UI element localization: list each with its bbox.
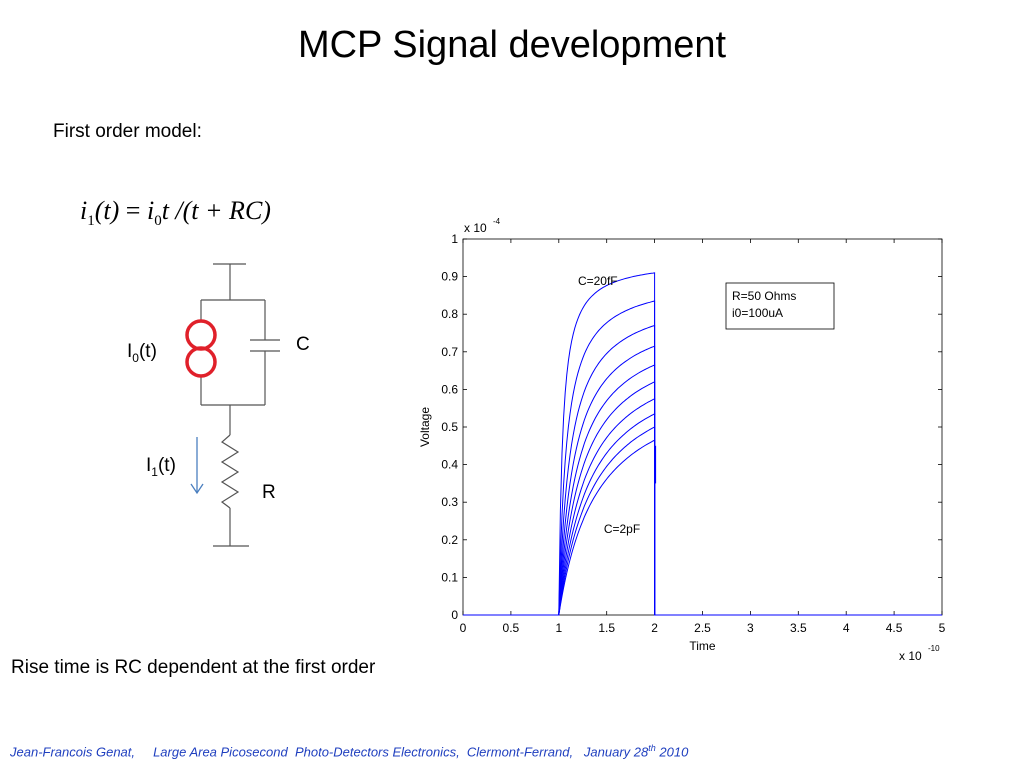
x-tick-label: 0 xyxy=(460,621,467,635)
curve-annotation-2: C=2pF xyxy=(604,522,640,536)
x-exponent-power: -10 xyxy=(928,644,940,653)
x-tick-label: 5 xyxy=(939,621,946,635)
y-tick-label: 0.8 xyxy=(441,307,458,321)
x-exponent-label: x 10 xyxy=(899,649,922,663)
conclusion-text: Rise time is RC dependent at the first o… xyxy=(11,657,376,678)
slide-footer: Jean-Francois Genat, Large Area Picoseco… xyxy=(10,743,688,759)
series-curve-2 xyxy=(463,300,942,616)
capacitor-label: C xyxy=(296,334,310,355)
footer-year: 2010 xyxy=(655,744,689,760)
y-axis-title: Voltage xyxy=(418,407,432,447)
x-tick-label: 2 xyxy=(651,621,658,635)
current-label-main: I xyxy=(146,455,152,476)
series-curve-3 xyxy=(463,324,942,616)
y-tick-label: 0.1 xyxy=(441,570,458,584)
x-tick-label: 4.5 xyxy=(886,621,903,635)
x-axis-title: Time xyxy=(689,639,716,653)
y-exponent-label: x 10 xyxy=(464,221,487,235)
slide-title: MCP Signal development xyxy=(297,24,727,66)
x-tick-label: 4 xyxy=(843,621,850,635)
legend-entry: R=50 Ohms xyxy=(732,289,796,303)
x-tick-label: 1.5 xyxy=(598,621,615,635)
footer-superscript: th xyxy=(648,743,656,753)
x-tick-label: 3.5 xyxy=(790,621,807,635)
resistor-zigzag xyxy=(220,434,240,509)
resistor-label: R xyxy=(262,482,276,503)
y-tick-label: 0.6 xyxy=(441,382,458,396)
formula-rhs-rest: t /(t + RC) xyxy=(161,196,271,225)
legend-box xyxy=(725,282,835,330)
y-tick-label: 0.7 xyxy=(441,345,458,359)
y-tick-label: 0.2 xyxy=(441,533,458,547)
y-tick-label: 0.5 xyxy=(441,420,458,434)
y-exponent-power: -4 xyxy=(493,217,501,226)
x-tick-label: 2.5 xyxy=(694,621,711,635)
series-curve-8 xyxy=(463,412,942,616)
formula-rhs-sub: 0 xyxy=(154,213,162,229)
y-tick-label: 0 xyxy=(451,608,458,622)
series-curve-5 xyxy=(463,364,942,616)
y-tick-label: 0.3 xyxy=(441,495,458,509)
y-tick-label: 0.4 xyxy=(441,458,458,472)
y-tick-label: 1 xyxy=(451,232,458,246)
source-label-sub: 0 xyxy=(132,350,139,365)
formula-lhs-arg: (t) xyxy=(94,196,120,225)
current-label-sub: 1 xyxy=(151,464,158,479)
source-label-main: I xyxy=(127,341,133,362)
series-curve-10 xyxy=(463,439,942,616)
formula-lhs-var: i xyxy=(80,196,88,225)
y-tick-label: 0.9 xyxy=(441,270,458,284)
formula-equals: = xyxy=(119,196,147,225)
current-formula: i1(t) = i0t /(t + RC) xyxy=(80,196,271,230)
current-label: I1(t) xyxy=(146,455,176,479)
series-curve-1 xyxy=(463,272,942,616)
plot-frame xyxy=(462,238,943,616)
series-curve-7 xyxy=(463,397,942,616)
model-subtitle: First order model: xyxy=(53,121,202,142)
legend-entry: i0=100uA xyxy=(732,306,783,320)
current-label-suffix: (t) xyxy=(157,455,176,476)
x-tick-label: 1 xyxy=(555,621,562,635)
source-label-suffix: (t) xyxy=(138,341,157,362)
current-source-lower-ring xyxy=(185,346,217,378)
current-arrow-head xyxy=(190,483,204,495)
formula-rhs-var: i xyxy=(146,196,155,225)
footer-text: Jean-Francois Genat, Large Area Picoseco… xyxy=(10,744,649,760)
curve-annotation-1: C=20fF xyxy=(578,274,618,288)
formula-lhs-sub: 1 xyxy=(87,213,95,229)
series-curve-4 xyxy=(463,345,942,616)
series-curve-9 xyxy=(463,426,942,616)
source-label: I0(t) xyxy=(127,341,157,365)
x-tick-label: 0.5 xyxy=(503,621,520,635)
x-tick-label: 3 xyxy=(747,621,754,635)
series-curve-6 xyxy=(463,381,942,616)
